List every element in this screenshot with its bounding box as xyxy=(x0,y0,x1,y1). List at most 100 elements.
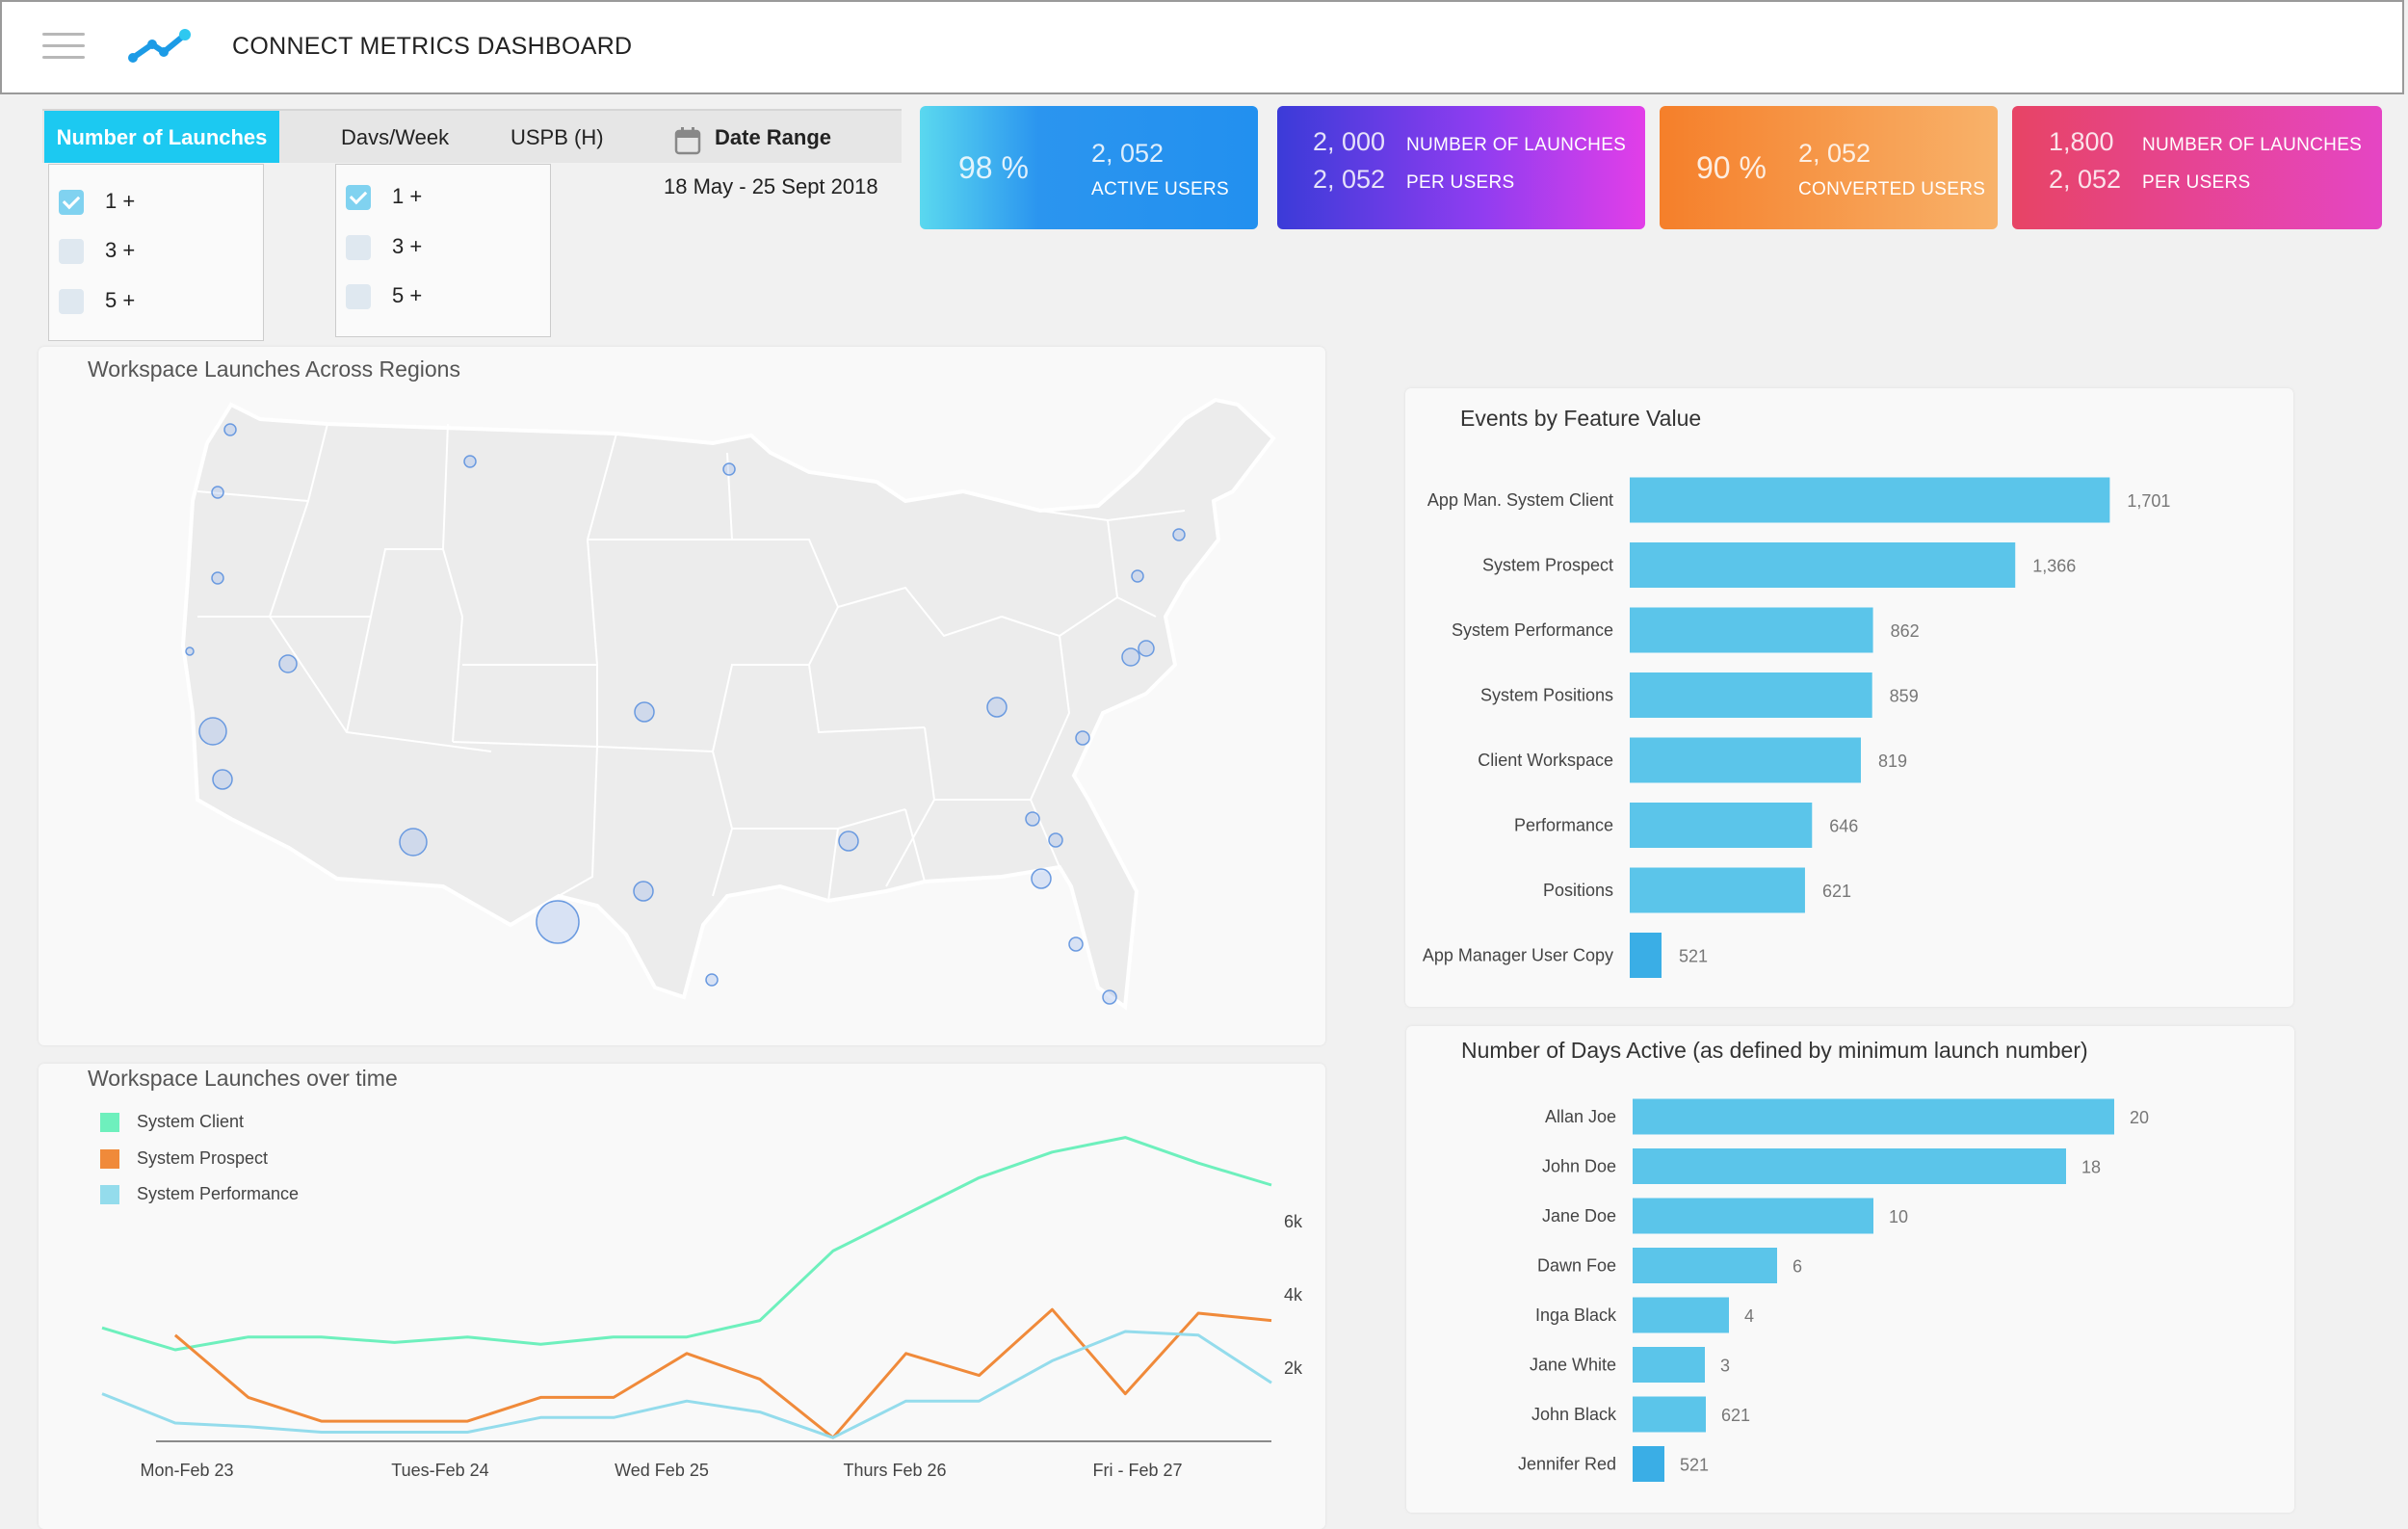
map-bubble xyxy=(536,900,580,944)
kpi-label-1: NUMBER OF LAUNCHES xyxy=(2142,135,2363,155)
map-bubble xyxy=(705,973,719,987)
bar-value-label: 20 xyxy=(2130,1108,2149,1127)
calendar-icon[interactable] xyxy=(674,126,701,155)
tab-uspb[interactable]: USPB (H) xyxy=(510,125,604,149)
days-option-5[interactable]: 5 + xyxy=(346,283,422,322)
kpi-active-users[interactable]: 98 % 2, 052 ACTIVE USERS xyxy=(920,106,1258,229)
map-bubble xyxy=(1048,832,1063,848)
days-checkbox-list: 1 + 3 + 5 + xyxy=(335,164,551,337)
days-option-1[interactable]: 1 + xyxy=(346,184,422,223)
kpi-converted-label: CONVERTED USERS xyxy=(1798,179,1986,199)
bar-category-label: System Positions xyxy=(1480,686,1613,705)
bar-category-label: App Man. System Client xyxy=(1427,490,1613,510)
days-option-3[interactable]: 3 + xyxy=(346,234,422,273)
map-bubble xyxy=(211,486,224,499)
map-bubble xyxy=(634,701,655,723)
launches-option-5[interactable]: 5 + xyxy=(59,288,135,327)
map-bubble xyxy=(198,717,227,746)
bar-value-label: 4 xyxy=(1744,1306,1754,1326)
bar-value-label: 1,366 xyxy=(2032,557,2076,576)
bar-value-label: 18 xyxy=(2081,1158,2101,1177)
kpi-launches-per-user[interactable]: 2, 000 2, 052 NUMBER OF LAUNCHES PER USE… xyxy=(1277,106,1645,229)
days-bar-chart[interactable]: Allan Joe 20 John Doe 18 Jane Doe 10 Dawn Foe 6… xyxy=(1406,1026,2294,1513)
bar-category-label: Performance xyxy=(1514,816,1613,835)
bar-value-label: 819 xyxy=(1878,751,1907,771)
bar[interactable] xyxy=(1630,933,1662,978)
bar[interactable] xyxy=(1633,1297,1729,1333)
legend-system-performance[interactable]: System Performance xyxy=(100,1184,299,1205)
tab-number-of-launches[interactable]: Number of Launches xyxy=(44,111,279,163)
bar[interactable] xyxy=(1630,607,1873,653)
checkbox-checked[interactable] xyxy=(346,185,371,211)
legend-swatch xyxy=(100,1113,119,1133)
bar-category-label: Client Workspace xyxy=(1478,751,1613,770)
map-bubble xyxy=(838,830,859,852)
bar-category-label: John Black xyxy=(1531,1405,1617,1424)
series-line-system-client[interactable] xyxy=(101,1136,1272,1352)
legend-swatch xyxy=(100,1185,119,1205)
bar-category-label: App Manager User Copy xyxy=(1423,946,1613,965)
checkbox[interactable] xyxy=(59,289,84,315)
launches-option-1[interactable]: 1 + xyxy=(59,189,135,227)
trend-line-logo-icon[interactable] xyxy=(125,27,198,66)
bar[interactable] xyxy=(1633,1248,1777,1283)
bar-value-label: 646 xyxy=(1829,817,1858,836)
bar-category-label: Positions xyxy=(1543,881,1613,900)
checkbox-checked[interactable] xyxy=(59,190,84,216)
kpi-value-2: 2, 052 xyxy=(1313,165,1386,194)
kpi-value-2: 2, 052 xyxy=(2049,165,2122,194)
bar-value-label: 521 xyxy=(1679,947,1708,966)
bar-category-label: Allan Joe xyxy=(1545,1107,1616,1126)
checkbox[interactable] xyxy=(346,235,371,261)
series-line-system-performance[interactable] xyxy=(101,1330,1272,1439)
bar[interactable] xyxy=(1630,672,1872,718)
kpi-label-1: NUMBER OF LAUNCHES xyxy=(1406,135,1627,155)
bar[interactable] xyxy=(1633,1098,2114,1135)
map-bubble xyxy=(185,646,195,656)
top-header xyxy=(0,0,2404,94)
bar[interactable] xyxy=(1633,1148,2066,1184)
map-bubble xyxy=(1121,647,1140,667)
bar-value-label: 859 xyxy=(1890,687,1919,706)
y-tick-label: 6k xyxy=(1284,1212,1303,1231)
tab-date-range[interactable]: Date Range xyxy=(715,125,832,149)
kpi-launches-per-user-2[interactable]: 1,800 2, 052 NUMBER OF LAUNCHES PER USER… xyxy=(2012,106,2382,229)
kpi-converted-percent: 90 % xyxy=(1696,150,1767,185)
bar-value-label: 6 xyxy=(1793,1257,1802,1277)
bar[interactable] xyxy=(1630,803,1813,848)
bar[interactable] xyxy=(1633,1396,1706,1433)
map-panel: Workspace Launches Across Regions xyxy=(39,347,1325,1045)
map-bubble xyxy=(399,828,428,857)
legend-system-client[interactable]: System Client xyxy=(100,1112,244,1133)
bar[interactable] xyxy=(1633,1347,1705,1383)
filter-tab-bar: Number of Launches Davs/Week USPB (H) Da… xyxy=(42,109,902,163)
x-tick-label: Mon-Feb 23 xyxy=(140,1461,233,1480)
bar[interactable] xyxy=(1633,1198,1873,1234)
bar-category-label: Dawn Foe xyxy=(1537,1256,1616,1276)
legend-system-prospect[interactable]: System Prospect xyxy=(100,1148,268,1170)
bar[interactable] xyxy=(1630,477,2110,523)
kpi-converted-users[interactable]: 90 % 2, 052 CONVERTED USERS xyxy=(1660,106,1998,229)
page-title: CONNECT METRICS DASHBOARD xyxy=(232,33,633,60)
map-bubble xyxy=(211,571,224,585)
bar-category-label: System Performance xyxy=(1452,620,1613,640)
map-bubble xyxy=(1102,989,1117,1005)
events-by-feature-panel: Events by Feature Value App Man. System … xyxy=(1405,388,2293,1007)
feature-bar-chart[interactable]: App Man. System Client 1,701 System Prospe… xyxy=(1405,388,2293,1007)
line-chart[interactable]: Mon-Feb 23 Tues-Feb 24 Wed Feb 25 Thurs Feb… xyxy=(39,1064,1325,1529)
checkbox[interactable] xyxy=(346,284,371,310)
x-tick-label: Fri - Feb 27 xyxy=(1092,1461,1182,1480)
hamburger-icon[interactable] xyxy=(42,33,85,60)
launches-option-3[interactable]: 3 + xyxy=(59,238,135,277)
state-borders xyxy=(196,423,1186,902)
kpi-active-label: ACTIVE USERS xyxy=(1091,179,1229,199)
tab-days-per-week[interactable]: Davs/Week xyxy=(341,125,450,149)
bar[interactable] xyxy=(1633,1446,1664,1482)
us-map[interactable] xyxy=(39,347,1325,1045)
bar[interactable] xyxy=(1630,867,1805,913)
checkbox[interactable] xyxy=(59,239,84,265)
bar[interactable] xyxy=(1630,542,2016,588)
bar[interactable] xyxy=(1630,737,1861,783)
line-chart-title: Workspace Launches over time xyxy=(88,1066,398,1091)
series-line-system-prospect[interactable] xyxy=(173,1307,1272,1439)
